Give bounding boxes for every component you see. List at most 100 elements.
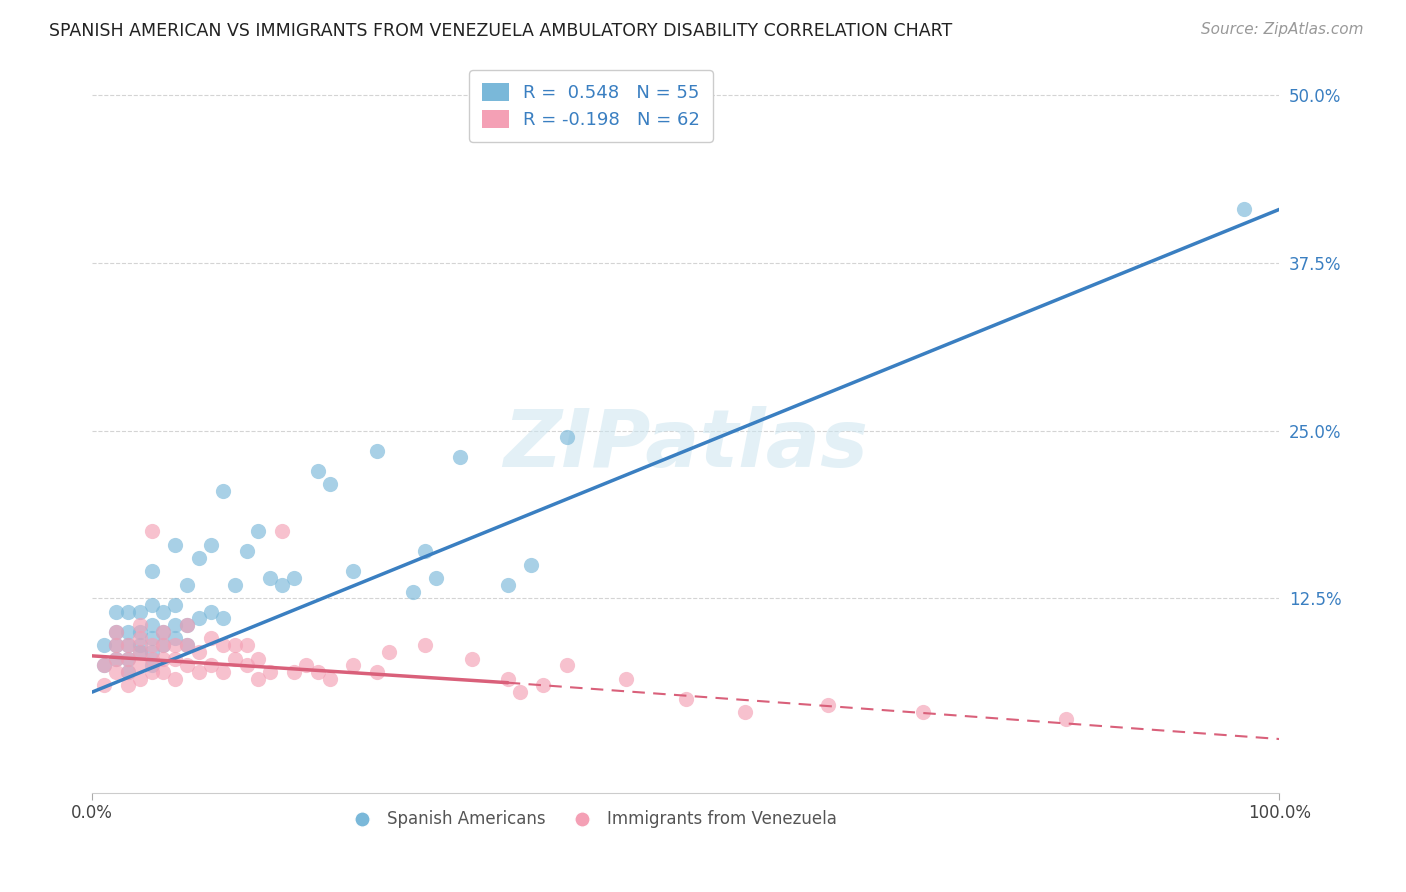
Point bbox=[141, 618, 163, 632]
Point bbox=[152, 605, 174, 619]
Point bbox=[188, 645, 211, 659]
Point bbox=[128, 645, 150, 659]
Point bbox=[104, 665, 127, 679]
Point bbox=[366, 443, 388, 458]
Point bbox=[117, 651, 139, 665]
Point bbox=[200, 605, 222, 619]
Point bbox=[152, 638, 174, 652]
Point bbox=[165, 638, 187, 652]
Point bbox=[93, 658, 115, 673]
Text: ZIPatlas: ZIPatlas bbox=[503, 406, 869, 484]
Text: Source: ZipAtlas.com: Source: ZipAtlas.com bbox=[1201, 22, 1364, 37]
Point bbox=[152, 651, 174, 665]
Point bbox=[141, 598, 163, 612]
Point bbox=[152, 624, 174, 639]
Point bbox=[141, 638, 163, 652]
Point bbox=[152, 624, 174, 639]
Point bbox=[128, 645, 150, 659]
Point bbox=[247, 672, 270, 686]
Point bbox=[496, 578, 519, 592]
Point bbox=[200, 632, 222, 646]
Point bbox=[128, 618, 150, 632]
Point bbox=[271, 524, 294, 538]
Point bbox=[425, 571, 447, 585]
Point bbox=[247, 524, 270, 538]
Point bbox=[165, 651, 187, 665]
Point bbox=[117, 665, 139, 679]
Point bbox=[188, 665, 211, 679]
Point bbox=[224, 638, 246, 652]
Point bbox=[402, 584, 425, 599]
Point bbox=[141, 565, 163, 579]
Point bbox=[413, 544, 436, 558]
Point bbox=[93, 678, 115, 692]
Point bbox=[211, 665, 233, 679]
Point bbox=[104, 651, 127, 665]
Point bbox=[128, 632, 150, 646]
Point bbox=[259, 571, 281, 585]
Point bbox=[616, 672, 638, 686]
Point bbox=[912, 705, 935, 719]
Point bbox=[342, 658, 364, 673]
Point bbox=[235, 544, 257, 558]
Point bbox=[152, 638, 174, 652]
Point bbox=[675, 691, 697, 706]
Point bbox=[734, 705, 756, 719]
Point bbox=[165, 618, 187, 632]
Point bbox=[531, 678, 554, 692]
Point bbox=[283, 665, 305, 679]
Point bbox=[176, 618, 198, 632]
Point bbox=[247, 651, 270, 665]
Point bbox=[318, 672, 340, 686]
Point bbox=[1233, 202, 1256, 217]
Point bbox=[176, 638, 198, 652]
Point bbox=[117, 624, 139, 639]
Point bbox=[104, 651, 127, 665]
Point bbox=[211, 638, 233, 652]
Point bbox=[104, 624, 127, 639]
Point bbox=[200, 658, 222, 673]
Point bbox=[165, 598, 187, 612]
Point bbox=[104, 638, 127, 652]
Point bbox=[104, 624, 127, 639]
Point bbox=[211, 483, 233, 498]
Point bbox=[817, 698, 839, 713]
Point bbox=[188, 611, 211, 625]
Point bbox=[128, 658, 150, 673]
Point bbox=[224, 651, 246, 665]
Point bbox=[413, 638, 436, 652]
Point bbox=[366, 665, 388, 679]
Point bbox=[93, 658, 115, 673]
Point bbox=[271, 578, 294, 592]
Point bbox=[496, 672, 519, 686]
Point bbox=[117, 638, 139, 652]
Point bbox=[117, 605, 139, 619]
Point bbox=[104, 638, 127, 652]
Point bbox=[378, 645, 401, 659]
Point bbox=[141, 665, 163, 679]
Point bbox=[176, 658, 198, 673]
Point bbox=[141, 645, 163, 659]
Point bbox=[188, 551, 211, 566]
Point bbox=[1054, 712, 1077, 726]
Point bbox=[152, 665, 174, 679]
Y-axis label: Ambulatory Disability: Ambulatory Disability bbox=[0, 341, 8, 520]
Point bbox=[93, 638, 115, 652]
Point bbox=[318, 477, 340, 491]
Point bbox=[141, 524, 163, 538]
Point bbox=[128, 605, 150, 619]
Point bbox=[128, 624, 150, 639]
Point bbox=[141, 651, 163, 665]
Point bbox=[128, 672, 150, 686]
Point bbox=[461, 651, 484, 665]
Point bbox=[342, 565, 364, 579]
Point bbox=[307, 464, 329, 478]
Point bbox=[176, 618, 198, 632]
Point bbox=[224, 578, 246, 592]
Point bbox=[449, 450, 471, 465]
Point bbox=[235, 638, 257, 652]
Point bbox=[104, 605, 127, 619]
Point bbox=[235, 658, 257, 673]
Point bbox=[200, 538, 222, 552]
Point bbox=[165, 538, 187, 552]
